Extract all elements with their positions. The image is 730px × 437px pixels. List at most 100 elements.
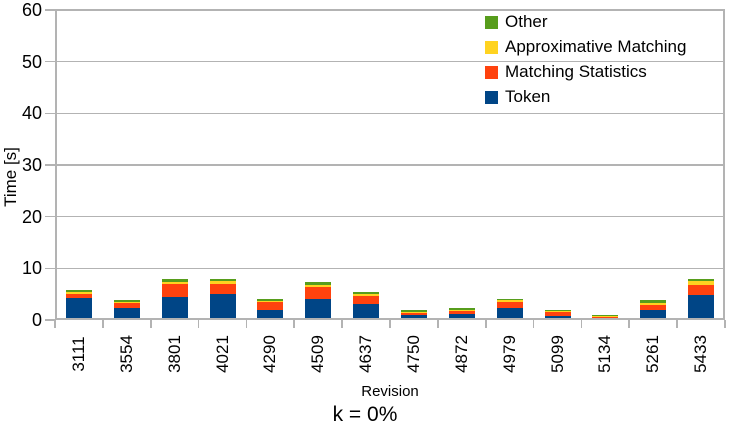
bar-4979: [496, 298, 523, 320]
bar-4750: [400, 309, 427, 320]
bar-segment-token: [209, 293, 236, 320]
bar-3801: [161, 279, 188, 320]
gridline-y-60: [55, 9, 725, 11]
bar-5099: [544, 309, 571, 320]
bar-segment-matching-statistics: [448, 311, 475, 315]
x-tick-10: [532, 320, 535, 328]
x-tick-5: [293, 320, 296, 328]
bar-4290: [257, 299, 284, 320]
bar-segment-matching-statistics: [161, 284, 188, 298]
y-tick-label-60: 60: [21, 0, 42, 20]
plot-area: [55, 9, 725, 320]
bar-segment-other: [209, 279, 236, 282]
bar-segment-matching-statistics: [400, 312, 427, 316]
x-tick-3: [197, 320, 200, 328]
x-tick-label-4750: 4750: [403, 335, 423, 373]
x-tick-0: [54, 320, 56, 328]
bar-4021: [209, 279, 236, 320]
x-tick-label-4979: 4979: [499, 335, 519, 373]
gridline-y-50: [55, 60, 725, 63]
y-tick-0: [45, 319, 55, 321]
y-tick-30: [45, 164, 55, 166]
legend-item-matching-statistics: Matching Statistics: [485, 63, 686, 80]
y-axis-title: Time [s]: [1, 147, 20, 207]
bar-segment-token: [640, 309, 667, 320]
bar-segment-token: [305, 298, 332, 320]
bar-segment-approximative-matching: [544, 311, 571, 313]
bar-segment-other: [257, 299, 284, 301]
bar-segment-other: [544, 309, 571, 312]
bar-segment-approximative-matching: [448, 310, 475, 312]
bar-segment-other: [400, 309, 427, 312]
bar-segment-approximative-matching: [353, 293, 380, 296]
x-tick-label-5261: 5261: [643, 335, 663, 373]
bar-segment-token: [400, 315, 427, 320]
legend-item-approximative-matching: Approximative Matching: [485, 38, 686, 55]
bar-segment-matching-statistics: [65, 293, 92, 298]
x-tick-label-3111: 3111: [68, 336, 88, 372]
y-tick-label-10: 10: [21, 258, 42, 279]
bar-3554: [113, 300, 140, 320]
bar-segment-other: [113, 300, 140, 303]
bar-segment-token: [544, 315, 571, 320]
x-tick-label-4509: 4509: [308, 335, 328, 373]
x-tick-label-3554: 3554: [116, 335, 136, 373]
bar-segment-matching-statistics: [305, 286, 332, 299]
bar-segment-matching-statistics: [257, 302, 284, 310]
y-tick-40: [45, 112, 55, 115]
bar-segment-approximative-matching: [496, 300, 523, 302]
bar-3111: [65, 290, 92, 320]
bar-segment-matching-statistics: [113, 303, 140, 309]
y-tick-label-50: 50: [21, 51, 42, 72]
bar-segment-approximative-matching: [257, 300, 284, 303]
bar-segment-approximative-matching: [400, 311, 427, 313]
legend-item-token: Token: [485, 87, 686, 106]
bar-segment-approximative-matching: [640, 302, 667, 305]
legend-swatch-matching-statistics: [485, 65, 498, 79]
y-tick-60: [45, 9, 55, 11]
bar-4509: [305, 282, 332, 320]
bar-segment-other: [448, 308, 475, 311]
legend-swatch-token: [485, 90, 498, 104]
y-tick-20: [45, 215, 55, 218]
x-tick-14: [724, 320, 726, 328]
bar-segment-token: [353, 303, 380, 320]
x-tick-label-4290: 4290: [260, 335, 280, 373]
gridline-y-40: [55, 112, 725, 115]
x-tick-12: [628, 320, 631, 328]
x-tick-label-4872: 4872: [451, 335, 471, 373]
x-tick-8: [437, 320, 439, 328]
bar-segment-other: [496, 298, 523, 301]
x-tick-label-5099: 5099: [547, 335, 567, 373]
bar-segment-token: [448, 314, 475, 320]
legend-item-other: Other: [485, 12, 686, 31]
bar-5134: [592, 314, 619, 320]
x-tick-1: [102, 320, 104, 328]
x-tick-11: [580, 320, 583, 328]
gridline-y-30: [55, 164, 725, 166]
bar-segment-matching-statistics: [353, 295, 380, 304]
bar-segment-token: [496, 307, 523, 320]
bar-segment-matching-statistics: [688, 284, 715, 295]
y-tick-label-0: 0: [31, 310, 42, 330]
bar-segment-other: [305, 282, 332, 285]
bar-segment-token: [113, 308, 140, 320]
bar-segment-approximative-matching: [113, 302, 140, 304]
x-tick-7: [389, 320, 391, 328]
gridline-y-20: [55, 215, 725, 218]
legend-swatch-approximative-matching: [485, 40, 498, 54]
bar-segment-approximative-matching: [161, 281, 188, 285]
bar-5433: [688, 278, 715, 320]
y-tick-10: [45, 267, 55, 270]
bar-segment-approximative-matching: [592, 316, 619, 317]
legend-label: Token: [505, 87, 551, 106]
x-tick-6: [341, 320, 343, 328]
legend-label: Other: [505, 12, 548, 31]
bar-segment-matching-statistics: [496, 301, 523, 308]
bar-segment-other: [640, 300, 667, 303]
x-tick-label-4021: 4021: [212, 335, 232, 373]
x-tick-2: [149, 320, 152, 328]
bar-segment-approximative-matching: [65, 292, 92, 294]
bar-segment-other: [161, 279, 188, 282]
